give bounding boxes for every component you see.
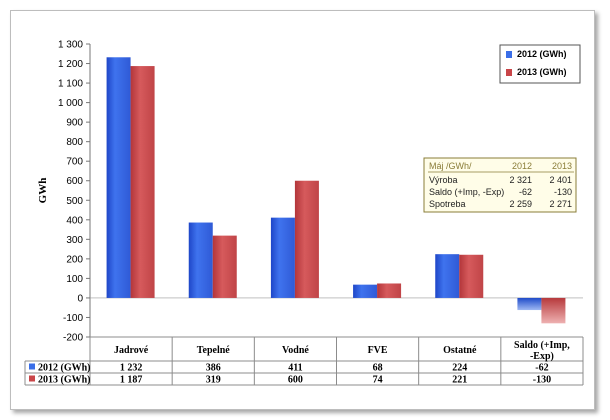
bar-layer	[106, 57, 566, 324]
bar-2012	[188, 222, 213, 298]
y-tick-label: 1 100	[58, 79, 83, 90]
bar-2012	[353, 284, 378, 298]
y-tick-label: 700	[66, 157, 83, 168]
bar-2013	[541, 297, 566, 324]
y-tick-label: 300	[66, 235, 83, 246]
y-tick-label: -200	[63, 333, 83, 344]
annotation-header: Máj /GWh/	[429, 161, 472, 171]
table-series-name: 2013 (GWh)	[38, 375, 91, 386]
annotation-header: 2013	[552, 161, 572, 171]
y-tick-label: 500	[66, 196, 83, 207]
bar-2013	[377, 283, 402, 298]
table-series-name: 2012 (GWh)	[38, 363, 91, 374]
annotation-value: 2 259	[509, 199, 532, 209]
legend-label: 2013 (GWh)	[517, 67, 567, 77]
bar-2013	[459, 254, 484, 298]
annotation-value: -130	[554, 187, 572, 197]
annotation-row-label: Spotreba	[429, 199, 466, 209]
table-value: 74	[373, 375, 383, 386]
table-value: -62	[535, 363, 548, 374]
annotation-box: Máj /GWh/2012 2013 Výroba 2 321 2 401 Saldo (…	[423, 157, 577, 213]
y-tick-label: -100	[63, 313, 83, 324]
table-value: 221	[452, 375, 467, 386]
category-label: FVE	[368, 345, 388, 356]
category-label: Vodné	[282, 345, 309, 356]
bar-2012	[270, 217, 295, 298]
axis-layer: 1 300 1 200 1 100 1 000 900 800 700 600 500 400 30…	[37, 40, 583, 344]
bar-2013	[130, 66, 155, 298]
annotation-header: 2012	[512, 161, 532, 171]
annotation-row-label: Výroba	[429, 175, 458, 185]
annotation-background	[423, 157, 577, 213]
data-table: Jadrové Tepelné Vodné FVE Ostatné Saldo (+Imp…	[24, 336, 584, 386]
category-label: Tepelné	[197, 345, 231, 356]
annotation-row-label: Saldo (+Imp, -Exp)	[429, 187, 504, 197]
bar-2013	[212, 235, 237, 298]
legend-swatch	[506, 69, 512, 76]
legend-box	[499, 44, 581, 84]
y-tick-label: 100	[66, 274, 83, 285]
y-tick-label: 1 200	[58, 59, 83, 70]
table-value: 319	[206, 375, 221, 386]
bar-2013	[294, 180, 319, 298]
annotation-value: -62	[519, 187, 532, 197]
y-tick-label: 1 000	[58, 98, 83, 109]
category-label: Ostatné	[443, 345, 477, 356]
table-value: 600	[288, 375, 303, 386]
y-tick-label: 200	[66, 254, 83, 265]
annotation-value: 2 401	[549, 175, 572, 185]
y-tick-label: 1 300	[58, 40, 83, 51]
category-label: Jadrové	[114, 345, 149, 356]
annotation-value: 2 271	[549, 199, 572, 209]
y-axis-title: GWh	[37, 178, 49, 204]
y-tick-label: 900	[66, 118, 83, 129]
category-label: Saldo (+Imp,	[514, 340, 570, 351]
table-value: 1 187	[120, 375, 143, 386]
legend-label: 2012 (GWh)	[517, 49, 567, 59]
table-series-swatch	[29, 363, 35, 370]
y-tick-label: 0	[77, 293, 83, 304]
table-value: -130	[533, 375, 551, 386]
table-value: 411	[288, 363, 302, 374]
legend: 2012 (GWh) 2013 (GWh)	[499, 44, 581, 84]
legend-swatch	[506, 51, 512, 58]
bar-2012	[435, 254, 460, 298]
annotation-value: 2 321	[509, 175, 532, 185]
category-label: -Exp)	[530, 351, 554, 362]
table-value: 224	[452, 363, 467, 374]
table-value: 68	[373, 363, 383, 374]
table-value: 386	[206, 363, 221, 374]
table-value: 1 232	[120, 363, 143, 374]
y-tick-label: 400	[66, 215, 83, 226]
bar-2012	[517, 297, 542, 311]
table-series-swatch	[29, 375, 35, 382]
y-tick-label: 800	[66, 137, 83, 148]
y-tick-label: 600	[66, 176, 83, 187]
bar-2012	[106, 57, 131, 298]
